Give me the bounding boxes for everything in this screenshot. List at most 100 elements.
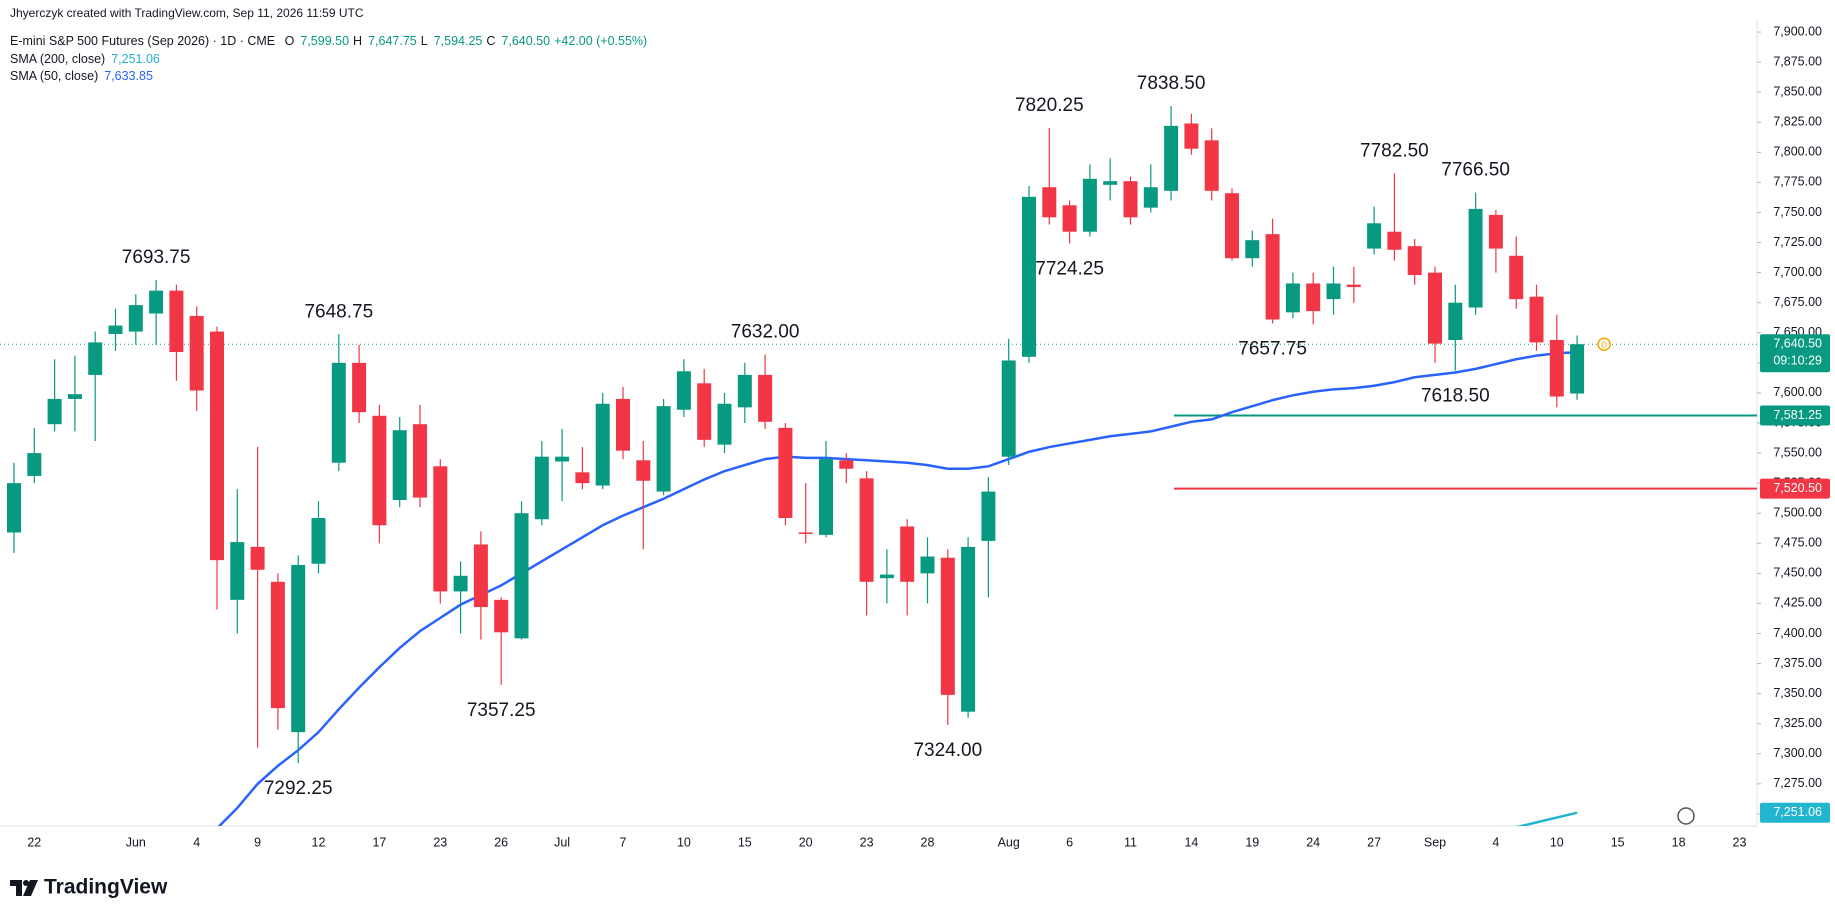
clock-icon[interactable] — [1677, 807, 1695, 825]
candle-body — [311, 518, 326, 564]
candle-body — [189, 315, 204, 391]
price-annotation: 7324.00 — [913, 740, 982, 761]
candle-body — [1022, 196, 1036, 357]
x-tick-label: 10 — [1550, 835, 1564, 849]
x-tick-label: 12 — [312, 835, 326, 849]
candle-body — [758, 374, 773, 422]
y-tick-label: 7,275.00 — [1773, 776, 1822, 790]
candle-body — [291, 564, 306, 733]
candle-body — [1549, 339, 1564, 397]
candle-body — [392, 430, 407, 500]
candle-body — [352, 362, 367, 413]
candle-body — [230, 542, 245, 600]
candle-body — [737, 374, 752, 408]
candle-body — [697, 383, 712, 440]
y-tick-label: 7,450.00 — [1773, 566, 1822, 580]
candle-body — [88, 342, 103, 375]
candle-body — [575, 472, 590, 484]
candle-body — [819, 459, 833, 535]
ohlc-key: L — [420, 34, 428, 48]
candle-body — [1265, 234, 1280, 320]
legend-value: 7,251.06 — [111, 52, 160, 66]
y-tick-label: 7,500.00 — [1773, 506, 1822, 520]
y-tick-label: 7,675.00 — [1773, 295, 1822, 309]
plot-area: 7693.75 7648.75 7292.25 7357.25 7632.00 7324.… — [0, 73, 1757, 826]
last-price-tag-bg — [1760, 334, 1830, 373]
legend-name: SMA (50, close) — [10, 69, 99, 83]
y-tick-label: 7,700.00 — [1773, 265, 1822, 279]
candle-body — [1468, 208, 1483, 308]
x-tick-label: 23 — [433, 835, 447, 849]
candle-body — [1346, 284, 1361, 288]
x-tick-label: 23 — [1733, 835, 1747, 849]
candle-body — [1326, 283, 1341, 300]
y-tick-label: 7,300.00 — [1773, 746, 1822, 760]
candle-body — [108, 325, 123, 334]
ohlc-value: 7,647.75 — [368, 34, 417, 48]
candle-body — [1529, 296, 1544, 343]
x-tick-label: 17 — [372, 835, 386, 849]
candle-body — [1387, 231, 1402, 250]
candle-body — [676, 371, 691, 410]
candle-body — [1184, 123, 1199, 149]
y-tick-label: 7,475.00 — [1773, 536, 1822, 550]
candle-body — [839, 460, 854, 469]
y-tick-label: 7,325.00 — [1773, 716, 1822, 730]
y-tick-label: 7,750.00 — [1773, 205, 1822, 219]
price-annotation: 7838.50 — [1137, 73, 1206, 94]
y-tick-label: 7,600.00 — [1773, 385, 1822, 399]
candle-body — [514, 513, 529, 639]
x-tick-label: Aug — [998, 835, 1020, 849]
candle-body — [47, 398, 62, 425]
footer-logo: TradingView — [44, 876, 168, 899]
x-tick-label: 18 — [1672, 835, 1686, 849]
candle-body — [961, 546, 976, 712]
symbol-line: E-mini S&P 500 Futures (Sep 2026) · 1D ·… — [10, 34, 653, 48]
candle-body — [149, 290, 164, 314]
sma-line — [1515, 811, 1578, 826]
candle-body — [555, 456, 570, 462]
candle-body — [494, 599, 509, 633]
candle-body — [7, 483, 21, 533]
y-tick-label: 7,900.00 — [1773, 24, 1822, 38]
candle-body — [169, 290, 184, 353]
legend-row: SMA (50, close) 7,633.85 — [10, 69, 159, 83]
candle-body — [981, 491, 996, 541]
y-tick-label: 7,850.00 — [1773, 84, 1822, 98]
y-tick-label: 7,775.00 — [1773, 175, 1822, 189]
y-tick-label: 7,825.00 — [1773, 115, 1822, 129]
candle-body — [1123, 181, 1138, 218]
candle-body — [920, 556, 935, 574]
candle-body — [1306, 283, 1321, 312]
y-tick-label: 7,725.00 — [1773, 235, 1822, 249]
candle-body — [1509, 255, 1524, 300]
price-annotation: 7693.75 — [122, 247, 191, 268]
sma-tag-bg — [1760, 802, 1830, 823]
ohlc-value: 7,640.50 — [501, 34, 551, 48]
candle-body — [900, 526, 915, 582]
candle-body — [1428, 272, 1442, 344]
last-price-tag: 7,640.50 — [1773, 337, 1822, 351]
candle-body — [67, 394, 82, 399]
candle-body — [879, 574, 894, 579]
level-tag: 7,581.25 — [1773, 408, 1822, 422]
price-annotation: 7292.25 — [264, 778, 333, 799]
x-tick-label: 28 — [921, 835, 935, 849]
price-annotation: 7724.25 — [1035, 258, 1104, 279]
attribution: Jhyerczyk created with TradingView.com, … — [10, 6, 364, 20]
candle-body — [1448, 302, 1463, 340]
candle-body — [1042, 187, 1057, 218]
ohlc-item: L 7,594.25 — [421, 34, 483, 48]
candle-body — [1143, 187, 1158, 208]
candle-body — [1164, 125, 1179, 191]
candle-body — [1570, 344, 1585, 394]
candle-body — [433, 466, 448, 592]
candle-body — [1204, 140, 1219, 191]
price-annotation: 7766.50 — [1441, 160, 1510, 181]
candle-body — [798, 532, 813, 534]
x-tick-label: 26 — [494, 835, 508, 849]
candle-body — [1245, 240, 1260, 259]
y-tick-label: 7,800.00 — [1773, 145, 1822, 159]
candle-body — [270, 581, 285, 709]
candle-body — [1367, 223, 1382, 249]
